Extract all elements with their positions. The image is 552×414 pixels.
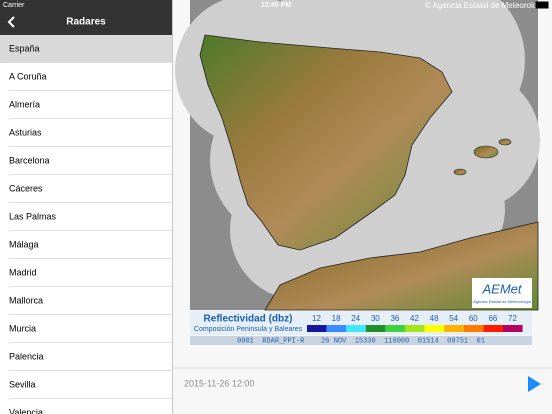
row-label: Sevilla xyxy=(9,379,36,389)
nav-bar xyxy=(0,0,172,35)
legend-swatch xyxy=(405,325,425,332)
row-bg xyxy=(0,119,172,147)
list-row[interactable]: Sevilla xyxy=(0,371,172,399)
logo-box xyxy=(472,278,532,308)
list-row[interactable]: Málaga xyxy=(0,231,172,259)
row-bg xyxy=(0,147,172,175)
row-bg xyxy=(0,35,172,63)
row-label: Almería xyxy=(9,99,40,109)
legend-swatch xyxy=(424,325,445,332)
north-africa xyxy=(264,221,539,311)
iberia xyxy=(199,34,453,251)
legend-subtitle: Composición Peninsula y Baleares xyxy=(194,326,303,333)
legend-swatch xyxy=(483,325,503,332)
legend-swatch xyxy=(365,325,386,332)
legend-level: 48 xyxy=(430,314,439,323)
legend-swatch xyxy=(346,325,366,332)
row-bg xyxy=(0,91,172,119)
legend-level: 60 xyxy=(469,314,478,323)
row-label: Valencia xyxy=(9,407,43,414)
row-label: Murcia xyxy=(9,323,36,333)
legend-level: 18 xyxy=(332,314,341,323)
legend-swatch xyxy=(326,325,347,332)
radar-list: España A Coruña Almería Asturias Barcelona Cá… xyxy=(0,35,172,414)
list-row[interactable]: Palencia xyxy=(0,343,172,371)
battery xyxy=(535,1,549,9)
row-bg xyxy=(0,231,172,259)
logo-name: AEMet xyxy=(481,281,522,296)
legend-swatch xyxy=(444,325,464,332)
list-row[interactable]: Asturias xyxy=(0,119,172,147)
row-label: Mallorca xyxy=(9,295,43,305)
list-row[interactable]: Valencia xyxy=(0,399,172,414)
list-row[interactable]: España xyxy=(0,35,172,63)
row-label: Las Palmas xyxy=(9,211,57,221)
row-bg xyxy=(0,203,172,231)
legend-level: 72 xyxy=(508,314,517,323)
legend-level: 36 xyxy=(390,314,399,323)
legend-swatch xyxy=(307,325,327,332)
row-label: Madrid xyxy=(9,267,37,277)
row-label: Asturias xyxy=(9,127,42,137)
nav-title: Radares xyxy=(66,17,106,28)
legend-scale: 12 18 24 30 36 42 48 54 60 66 72 xyxy=(307,314,523,332)
radar-map: © Agencia Estatal de Meteorología AEMet … xyxy=(175,0,549,311)
row-label: Málaga xyxy=(9,239,39,249)
list-row[interactable]: Murcia xyxy=(0,315,172,343)
list-row[interactable]: Mallorca xyxy=(0,287,172,315)
info-strip: 0001 RDAR_PPI-R 26 NOV 15330 110000 0151… xyxy=(237,337,485,345)
row-bg xyxy=(0,63,172,91)
list-row[interactable]: Cáceres xyxy=(0,175,172,203)
balearic-islands xyxy=(453,138,512,176)
row-label: A Coruña xyxy=(9,71,47,81)
list-row[interactable]: Madrid xyxy=(0,259,172,287)
info-strip-bg xyxy=(190,336,532,345)
row-bg xyxy=(0,175,172,203)
play-button[interactable] xyxy=(528,376,541,392)
legend-level: 24 xyxy=(351,314,360,323)
carrier: Carrier xyxy=(3,2,25,9)
legend-level: 66 xyxy=(488,314,497,323)
timestamp: 2015-11-26 12:00 xyxy=(184,378,254,388)
legend-swatch xyxy=(385,325,405,332)
back-button[interactable] xyxy=(7,16,15,28)
legend-level: 54 xyxy=(449,314,458,323)
logo-subtitle: Agencia Estatal de Meteorología xyxy=(473,299,532,304)
legend-level: 30 xyxy=(371,314,380,323)
row-label: Barcelona xyxy=(9,155,50,165)
row-bg xyxy=(0,315,172,343)
row-bg xyxy=(0,287,172,315)
legend-swatch xyxy=(503,325,523,332)
legend-swatch xyxy=(463,325,484,332)
map-credit: © Agencia Estatal de Meteorología xyxy=(425,1,549,10)
legend-title: Reflectividad (dbz) xyxy=(204,314,293,325)
row-bg xyxy=(0,259,172,287)
status-time: 12:45 PM xyxy=(261,2,292,9)
legend-level: 12 xyxy=(312,314,321,323)
row-label: Cáceres xyxy=(9,183,43,193)
row-label: Palencia xyxy=(9,351,44,361)
list-row[interactable]: Las Palmas xyxy=(0,203,172,231)
list-row[interactable]: A Coruña xyxy=(0,63,172,91)
row-bg xyxy=(0,343,172,371)
list-row[interactable]: Barcelona xyxy=(0,147,172,175)
row-label: España xyxy=(9,43,40,53)
row-bg xyxy=(0,371,172,399)
list-row[interactable]: Almería xyxy=(0,91,172,119)
legend-level: 42 xyxy=(410,314,419,323)
row-bg xyxy=(0,399,172,414)
